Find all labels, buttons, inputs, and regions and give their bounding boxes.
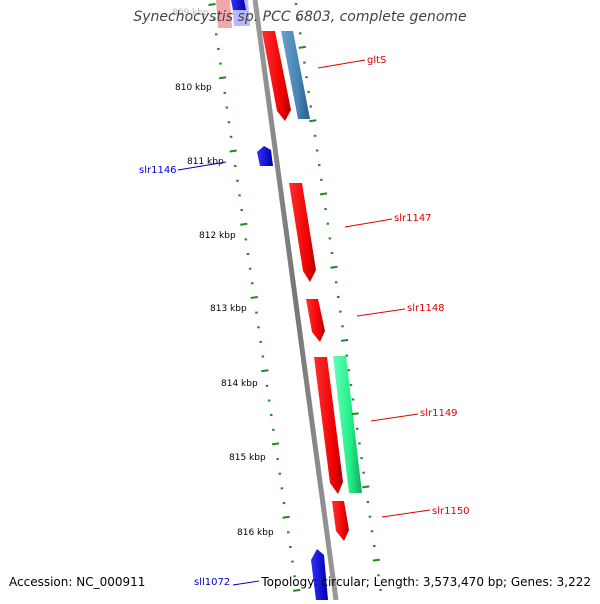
leader-sll1072 [232, 580, 260, 586]
gene-label-slr1148[interactable]: slr1148 [407, 303, 445, 314]
tick-major [208, 3, 216, 6]
tick-major [351, 412, 359, 416]
kbp-label: 813 kbp [210, 304, 247, 314]
feature-slr1148[interactable] [306, 299, 325, 342]
feature-gltS[interactable] [281, 31, 310, 119]
gene-label-sll1072[interactable]: sll1072 [194, 577, 230, 588]
kbp-label: 812 kbp [199, 231, 236, 241]
tick-major [319, 192, 328, 196]
gene-label-slr1150[interactable]: slr1150 [432, 506, 470, 517]
kbp-label: 810 kbp [175, 83, 212, 93]
tick-major [298, 45, 306, 49]
feature-top-blue[interactable] [231, 0, 246, 10]
accession-text: Accession: NC_000911 [9, 575, 146, 589]
leader-slr1150 [381, 509, 431, 518]
gene-labels: gltS slr1146 slr1147 slr1148 slr1149 slr… [139, 55, 470, 588]
leader-slr1147 [344, 218, 393, 228]
tick-major [250, 296, 258, 299]
tick-major [271, 442, 280, 446]
gene-label-slr1147[interactable]: slr1147 [394, 213, 432, 224]
tick-major [240, 222, 248, 226]
kbp-label: 816 kbp [237, 528, 274, 538]
feature-top-faded-red[interactable] [216, 0, 232, 28]
kbp-label: 815 kbp [229, 453, 266, 463]
topology-text: Topology: circular; Length: 3,573,470 bp… [261, 575, 591, 589]
tick-major [218, 76, 227, 80]
tick-tracks [208, 3, 382, 592]
tick-major [293, 588, 301, 592]
tick-major [362, 485, 370, 489]
tick-major [330, 265, 338, 269]
gene-label-gltS[interactable]: gltS [367, 55, 386, 66]
tick-major [261, 369, 269, 373]
genome-title: Synechocystis sp. PCC 6803, complete gen… [133, 9, 467, 25]
feature-sll1072[interactable] [311, 549, 328, 600]
kbp-label: 811 kbp [187, 157, 224, 167]
tick-major [372, 558, 380, 562]
gene-label-leaders [177, 59, 431, 586]
gene-features [216, 0, 362, 600]
leader-slr1146 [177, 161, 227, 171]
genome-backbone [252, 0, 339, 601]
tick-major [309, 119, 317, 123]
gene-label-slr1149[interactable]: slr1149 [420, 408, 458, 419]
kbp-label: 809 kbp [172, 8, 209, 18]
leader-gltS [317, 59, 366, 69]
feature-gene-red-1[interactable] [262, 31, 291, 121]
feature-slr1146[interactable] [257, 146, 273, 166]
gene-label-slr1146[interactable]: slr1146 [139, 165, 177, 176]
tick-major [340, 338, 349, 342]
feature-slr1149-aqua[interactable] [333, 356, 362, 493]
feature-slr1149[interactable] [314, 357, 343, 494]
feature-slr1147[interactable] [289, 183, 316, 282]
leader-slr1148 [356, 308, 406, 317]
tick-major [229, 149, 237, 153]
tick-major [282, 515, 290, 519]
kbp-label: 814 kbp [221, 379, 258, 389]
kbp-labels: 809 kbp 810 kbp 811 kbp 812 kbp 813 kbp … [172, 8, 274, 538]
feature-slr1150[interactable] [332, 501, 349, 541]
leader-slr1149 [370, 413, 419, 422]
